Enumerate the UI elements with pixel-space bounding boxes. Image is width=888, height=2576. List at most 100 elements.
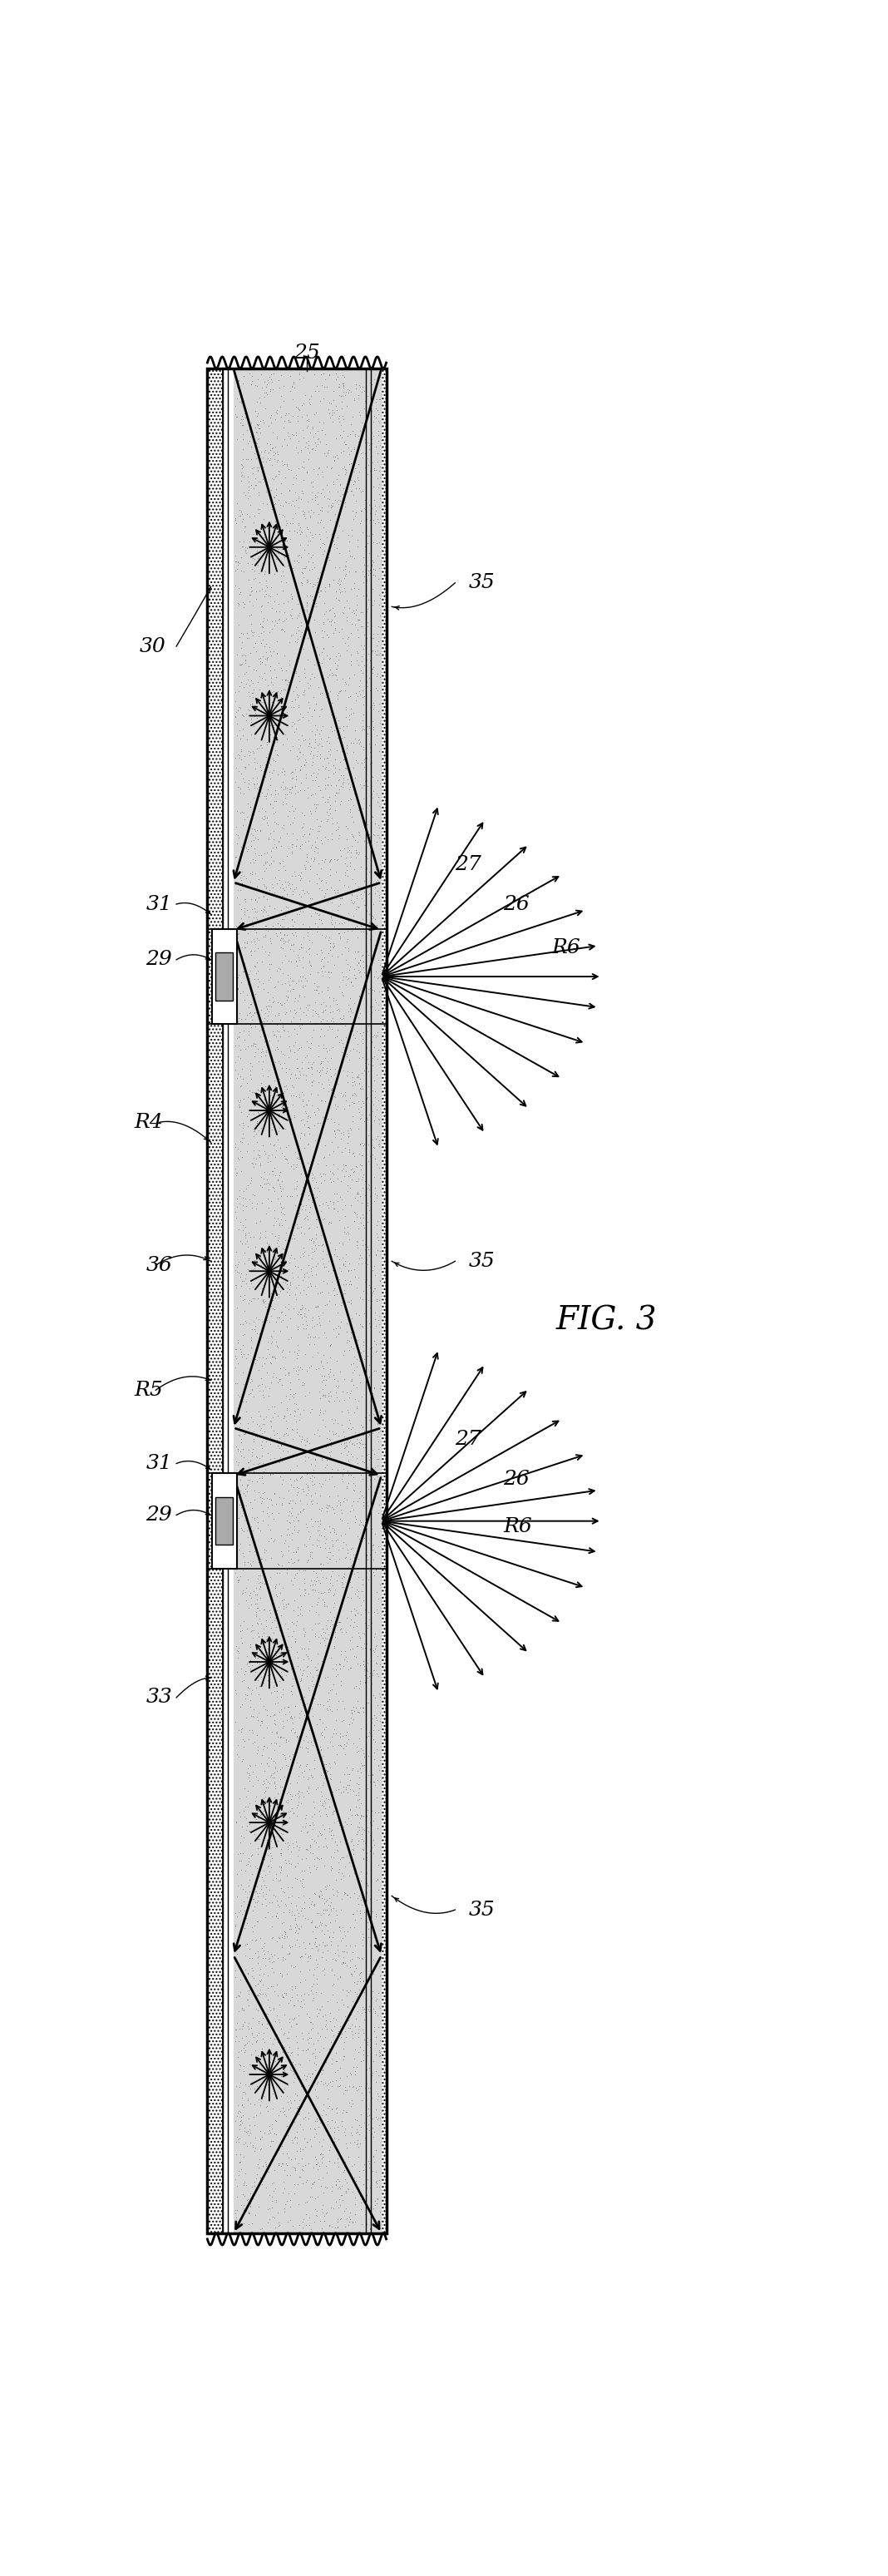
Point xyxy=(313,1502,327,1543)
Point xyxy=(329,850,343,891)
Point xyxy=(347,551,361,592)
Point xyxy=(361,837,375,878)
Point xyxy=(238,881,252,922)
Point xyxy=(348,492,362,533)
Point xyxy=(255,567,269,608)
Point xyxy=(298,1829,313,1870)
Point xyxy=(353,1419,368,1461)
Point xyxy=(263,1589,277,1631)
Point xyxy=(367,580,381,621)
Point xyxy=(279,1886,293,1927)
Point xyxy=(237,979,251,1020)
Point xyxy=(298,739,313,781)
Point xyxy=(293,2128,307,2169)
Point xyxy=(286,1793,300,1834)
Point xyxy=(259,564,274,605)
Point xyxy=(300,1721,314,1762)
Point xyxy=(266,1213,280,1255)
Point xyxy=(252,2138,266,2179)
Point xyxy=(352,1971,366,2012)
Point xyxy=(290,605,305,647)
Point xyxy=(255,773,269,814)
Point xyxy=(309,1244,323,1285)
Point xyxy=(234,791,248,832)
Point xyxy=(258,1404,272,1445)
Point xyxy=(368,1255,382,1296)
Point xyxy=(242,2020,256,2061)
Point xyxy=(258,775,272,817)
Point xyxy=(250,1698,265,1739)
Point xyxy=(366,2200,380,2241)
Point xyxy=(361,1656,375,1698)
Point xyxy=(235,1569,250,1610)
Point xyxy=(307,829,321,871)
Point xyxy=(308,1213,322,1255)
Point xyxy=(289,1600,304,1641)
Point xyxy=(370,1229,385,1270)
Point xyxy=(289,1461,304,1502)
Point xyxy=(237,667,251,708)
Point xyxy=(254,623,268,665)
Point xyxy=(371,1973,385,2014)
Point xyxy=(369,2035,383,2076)
Point xyxy=(297,1074,311,1115)
Point xyxy=(234,500,249,541)
Point xyxy=(336,474,350,515)
Point xyxy=(259,1690,274,1731)
Point xyxy=(327,2141,341,2182)
Point xyxy=(326,1917,340,1958)
Point xyxy=(242,1430,256,1471)
Point xyxy=(238,639,252,680)
Point xyxy=(321,657,335,698)
Point xyxy=(338,662,353,703)
Point xyxy=(247,778,261,819)
Point xyxy=(262,1069,276,1110)
Point xyxy=(254,1958,268,1999)
Point xyxy=(283,2048,297,2089)
Point xyxy=(255,1048,269,1090)
Point xyxy=(266,1355,280,1396)
Point xyxy=(370,907,385,948)
Point xyxy=(356,1324,370,1365)
Point xyxy=(234,693,249,734)
Point xyxy=(331,806,345,848)
Point xyxy=(330,471,345,513)
Point xyxy=(248,747,262,788)
Point xyxy=(261,2053,275,2094)
Point xyxy=(275,1033,289,1074)
Point xyxy=(369,1118,383,1159)
Point xyxy=(339,724,353,765)
Point xyxy=(310,1556,324,1597)
Point xyxy=(250,1103,264,1144)
Point xyxy=(291,1896,305,1937)
Point xyxy=(229,997,243,1038)
Point xyxy=(293,1960,307,2002)
Point xyxy=(300,1350,314,1391)
Point xyxy=(363,1306,377,1347)
Point xyxy=(289,819,304,860)
Point xyxy=(274,1924,289,1965)
Point xyxy=(356,1917,370,1958)
Point xyxy=(289,1458,304,1499)
Point xyxy=(273,1571,287,1613)
Point xyxy=(281,1981,296,2022)
Point xyxy=(286,2146,300,2187)
Point xyxy=(303,1824,317,1865)
Point xyxy=(310,1654,324,1695)
Point xyxy=(345,2012,359,2053)
Point xyxy=(242,1718,256,1759)
Point xyxy=(343,1561,357,1602)
Point xyxy=(302,1886,316,1927)
Point xyxy=(228,992,242,1033)
Point xyxy=(242,1641,256,1682)
Point xyxy=(343,1154,357,1195)
Point xyxy=(318,1994,332,2035)
Point xyxy=(326,1868,340,1909)
Point xyxy=(276,891,290,933)
Point xyxy=(261,1767,275,1808)
Point xyxy=(349,1419,363,1461)
Point xyxy=(369,634,384,675)
Point xyxy=(264,1453,278,1494)
Point xyxy=(246,585,260,626)
Point xyxy=(264,1360,278,1401)
